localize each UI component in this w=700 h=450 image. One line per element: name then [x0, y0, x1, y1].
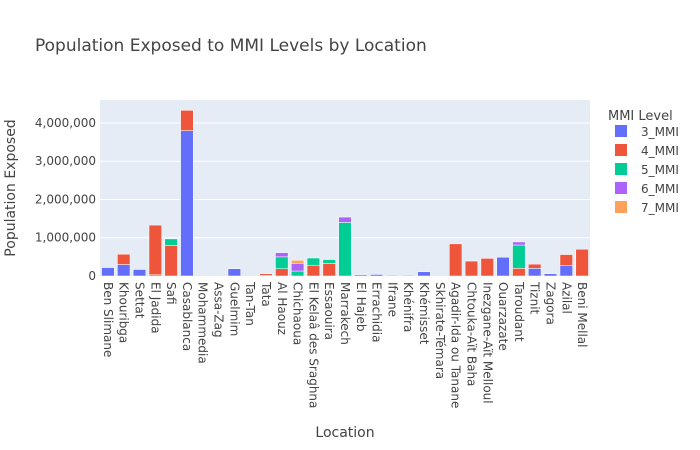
legend-swatch[interactable]	[615, 182, 627, 194]
bar-segment[interactable]	[512, 244, 526, 269]
legend-label[interactable]: 7_MMI	[641, 201, 679, 215]
bar-segment[interactable]	[338, 216, 352, 223]
legend-swatch[interactable]	[615, 201, 627, 213]
bar-segment[interactable]	[543, 273, 558, 277]
x-tick-label: Azilal	[559, 282, 573, 314]
bar-segment[interactable]	[275, 256, 289, 269]
bar-segment[interactable]	[354, 274, 368, 277]
bar-segment[interactable]	[322, 259, 336, 264]
x-tick-label: Ben Slimane	[101, 282, 115, 357]
legend-swatch[interactable]	[615, 125, 627, 137]
bar-segment[interactable]	[370, 274, 384, 277]
x-tick-label: Chichaoua	[291, 282, 305, 345]
bar-segment[interactable]	[101, 267, 115, 277]
x-tick-label: El Kelaâ des Sraghna	[306, 282, 320, 408]
x-tick-label: Taroudant	[512, 281, 526, 342]
bar-segment[interactable]	[306, 265, 320, 277]
bar-segment[interactable]	[291, 270, 305, 277]
y-tick-label: 2,000,000	[35, 192, 96, 206]
legend-swatch[interactable]	[615, 144, 627, 156]
bar-segment[interactable]	[575, 248, 589, 277]
y-tick-labels: 0 1,000,000 2,000,000 3,000,000 4,000,000	[35, 116, 96, 283]
bar-segment[interactable]	[464, 260, 479, 277]
x-tick-label: Tata	[259, 281, 273, 307]
bar-segment[interactable]	[401, 274, 415, 277]
bar-segment[interactable]	[275, 252, 289, 258]
bar-segment[interactable]	[496, 257, 510, 277]
x-tick-label: Casablanca	[180, 282, 194, 351]
x-tick-label: Khémisset	[417, 282, 431, 345]
bar-segment[interactable]	[227, 268, 241, 277]
bar-segment[interactable]	[291, 263, 305, 272]
x-tick-label: Beni Mellal	[575, 282, 589, 347]
legend-swatch[interactable]	[615, 163, 627, 175]
bar-segment[interactable]	[291, 260, 305, 264]
x-tick-label: Essaouira	[322, 282, 336, 340]
bar-segment[interactable]	[180, 130, 194, 277]
legend-label[interactable]: 5_MMI	[641, 163, 679, 177]
x-tick-labels: Ben Slimane Khouribga Settat El Jadida Safi C…	[101, 281, 589, 408]
bar-segment[interactable]	[449, 243, 463, 277]
y-tick-label: 3,000,000	[35, 154, 96, 168]
bar-segment[interactable]	[164, 238, 178, 246]
bar-segment[interactable]	[417, 271, 431, 277]
bar-segment[interactable]	[117, 253, 131, 265]
x-tick-label: Al Haouz	[275, 282, 289, 335]
bar-segment[interactable]	[164, 245, 178, 277]
x-tick-label: Assa-Zag	[212, 282, 226, 338]
bar-segment[interactable]	[559, 265, 573, 277]
x-tick-label: Guelmim	[227, 282, 241, 336]
x-tick-label: Ouarzazate	[496, 282, 510, 351]
bar-segment[interactable]	[559, 254, 573, 266]
x-tick-label: Settat	[133, 282, 147, 319]
x-tick-label: Ifrane	[385, 282, 399, 317]
x-tick-label: El Hajeb	[354, 282, 368, 331]
x-tick-label: El Jadida	[148, 282, 162, 334]
bars	[101, 110, 589, 277]
chart-title: Population Exposed to MMI Levels by Loca…	[35, 36, 427, 56]
x-tick-label: Chtouka-Aït Baha	[464, 282, 478, 386]
bar-segment[interactable]	[180, 110, 194, 131]
bar-segment[interactable]	[275, 268, 289, 277]
legend-label[interactable]: 4_MMI	[641, 144, 679, 158]
bar-segment[interactable]	[385, 274, 399, 277]
bar-segment[interactable]	[322, 263, 336, 277]
legend-label[interactable]: 6_MMI	[641, 182, 679, 196]
x-axis-title: Location	[315, 425, 374, 441]
x-tick-label: Agadir-Ida ou Tanane	[449, 282, 463, 408]
bar-segment[interactable]	[512, 268, 526, 277]
bar-segment[interactable]	[528, 268, 542, 277]
bar-segment[interactable]	[528, 263, 542, 269]
bar-segment[interactable]	[338, 222, 352, 277]
x-tick-label: Khénifra	[401, 282, 415, 332]
bar-segment[interactable]	[132, 269, 147, 277]
bar-segment[interactable]	[512, 241, 526, 246]
bar-segment[interactable]	[148, 224, 162, 276]
x-tick-label: Safi	[164, 282, 178, 305]
x-tick-label: Errachidia	[370, 282, 384, 342]
x-tick-label: Inezgane-Aït Melloul	[480, 282, 494, 404]
x-tick-label: Khouribga	[117, 282, 131, 343]
bar-segment[interactable]	[117, 264, 131, 277]
legend: MMI Level 3_MMI 4_MMI 5_MMI 6_MMI 7_MMI	[608, 109, 679, 215]
y-tick-label: 0	[88, 269, 96, 283]
legend-label[interactable]: 3_MMI	[641, 125, 679, 139]
y-tick-label: 1,000,000	[35, 231, 96, 245]
y-axis-title: Population Exposed	[3, 119, 19, 256]
x-tick-label: Skhirate-Témara	[433, 282, 447, 379]
x-tick-label: Tiznit	[528, 281, 542, 315]
bar-segment[interactable]	[259, 273, 273, 276]
x-tick-label: Zagora	[543, 282, 557, 325]
bar-segment[interactable]	[480, 258, 494, 277]
x-tick-label: Tan-Tan	[243, 281, 257, 326]
x-tick-label: Mohammedia	[196, 282, 210, 364]
legend-title: MMI Level	[608, 109, 673, 124]
x-tick-label: Marrakech	[338, 282, 352, 345]
bar-segment[interactable]	[306, 257, 320, 266]
y-tick-label: 4,000,000	[35, 116, 96, 130]
